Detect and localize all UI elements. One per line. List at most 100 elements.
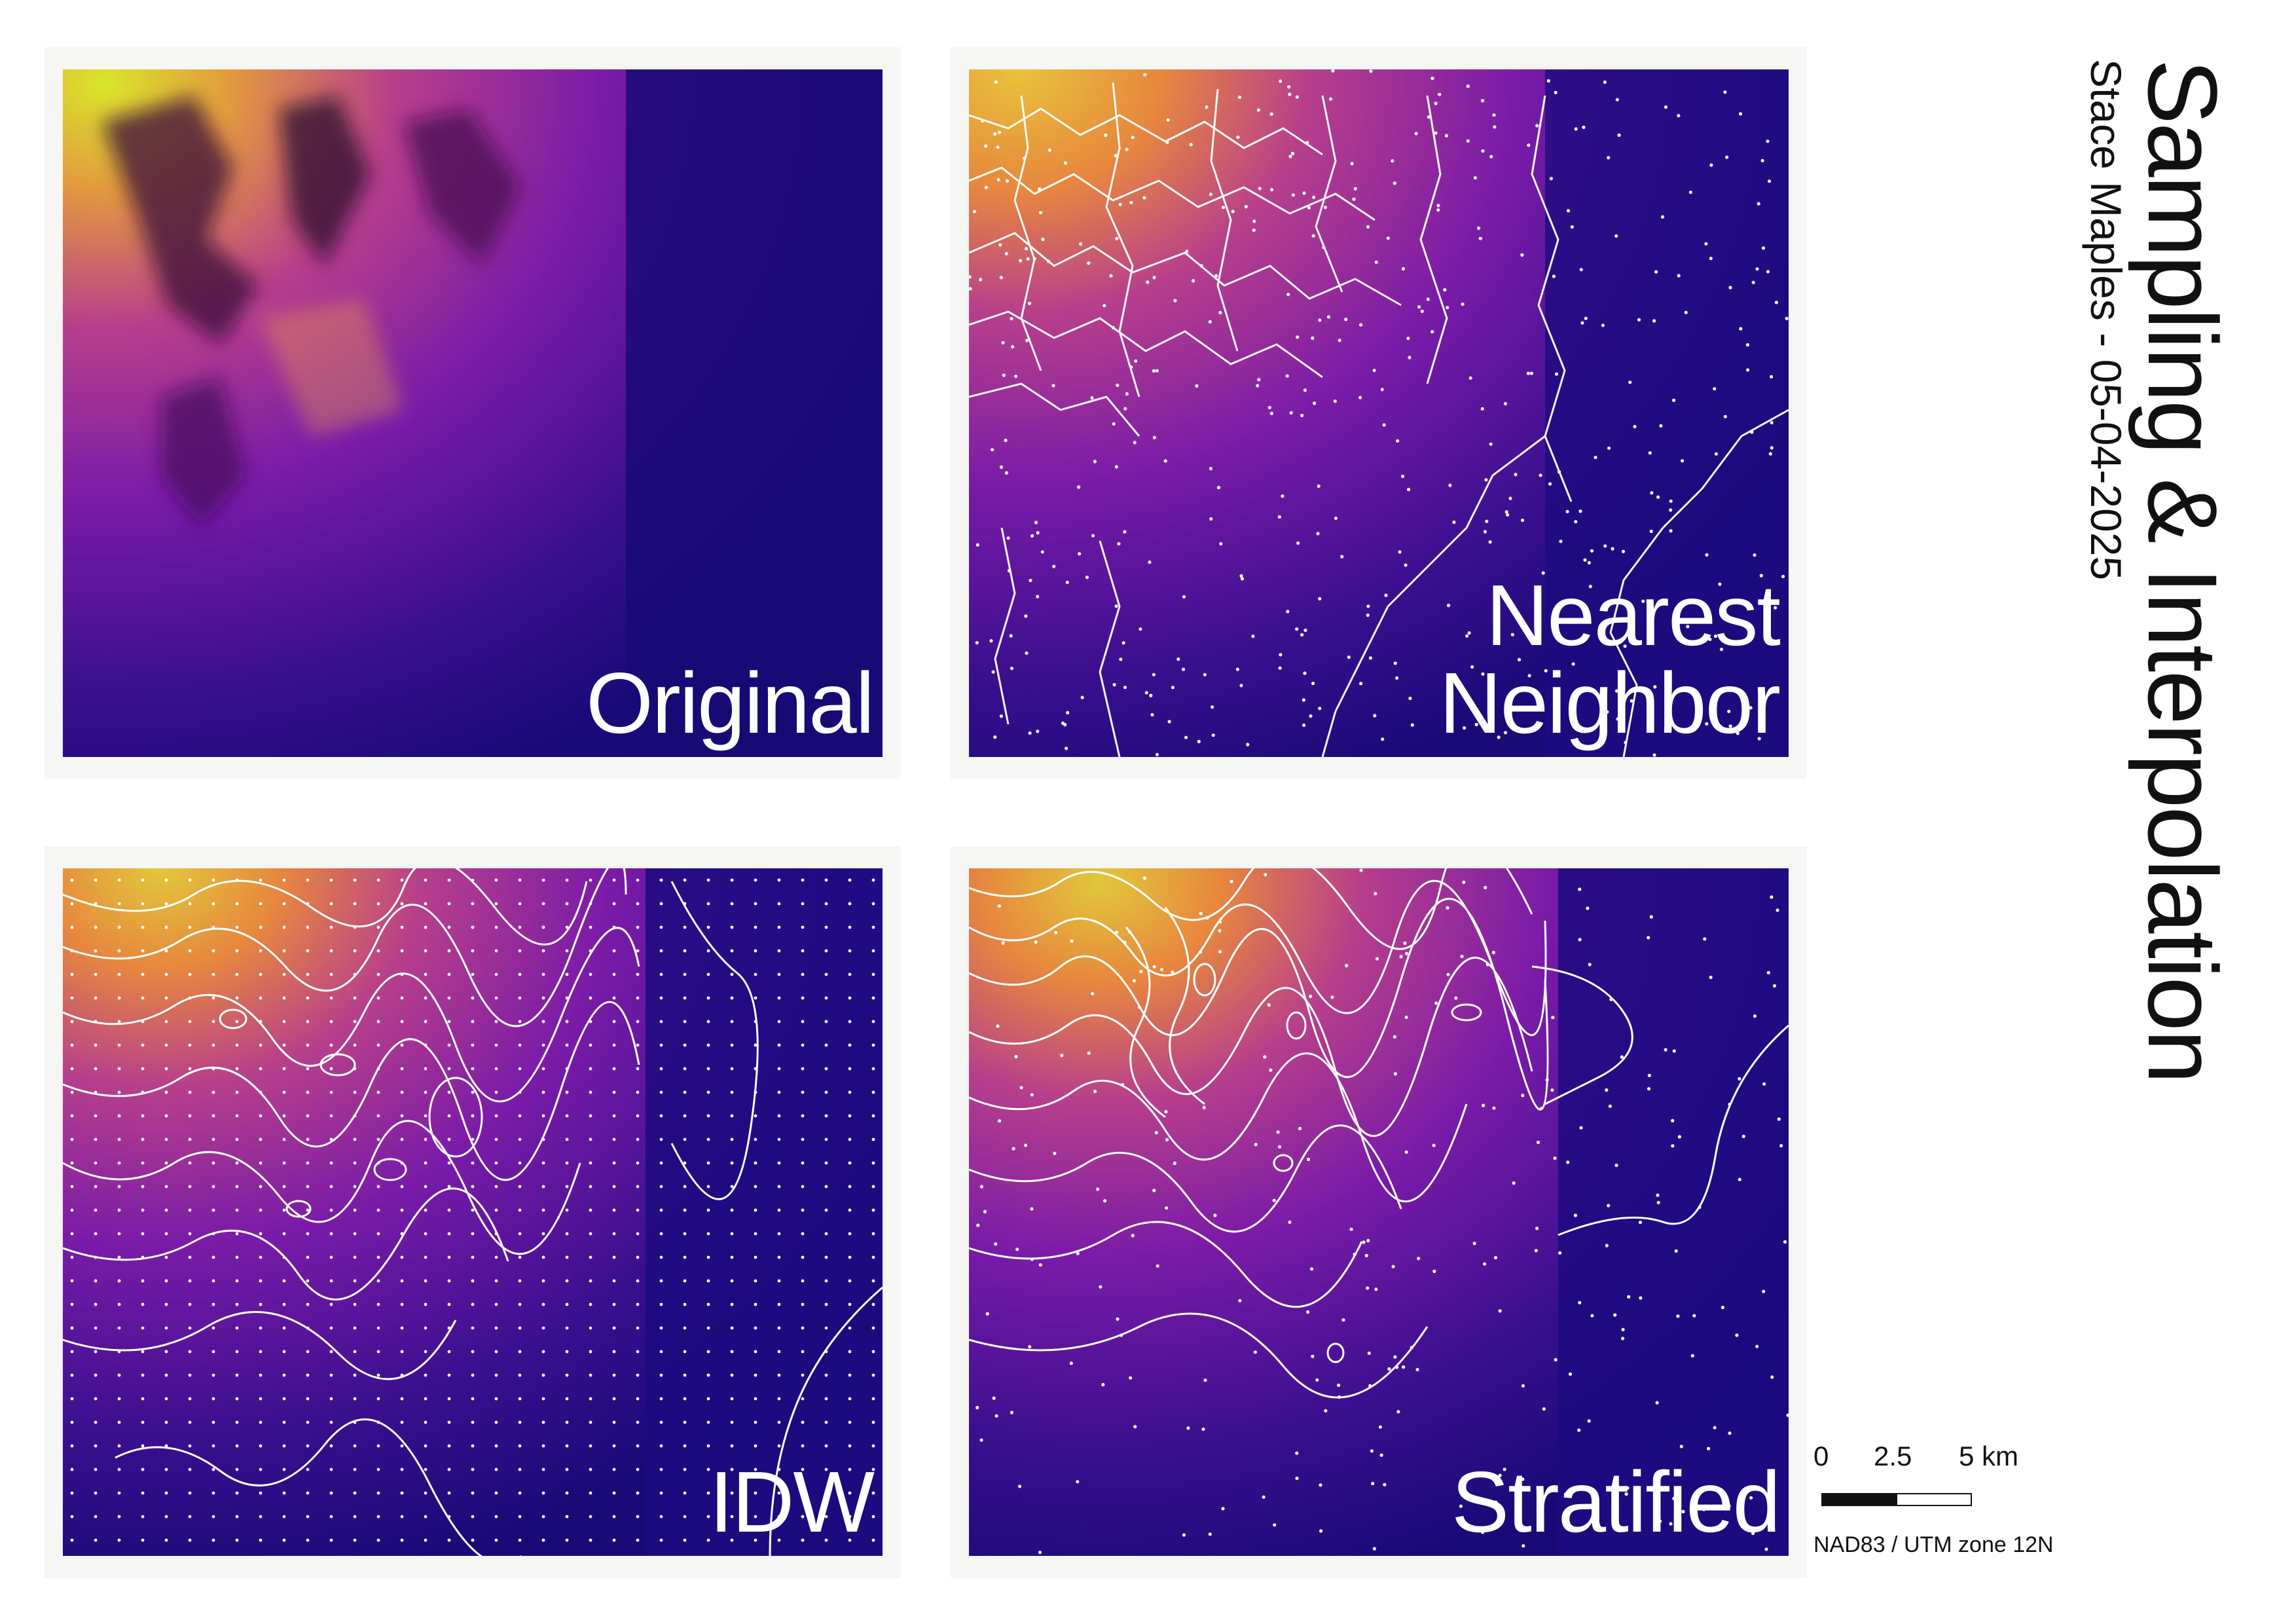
sample-point: [1672, 1049, 1676, 1053]
sample-point: [824, 1491, 828, 1495]
sample-point: [1779, 1144, 1783, 1148]
sample-point: [282, 996, 286, 1000]
sample-point: [1430, 77, 1434, 81]
sample-point: [518, 1067, 522, 1071]
sample-point: [659, 1444, 663, 1448]
sample-point: [1375, 957, 1379, 961]
sample-point: [1477, 226, 1481, 230]
sample-point: [1114, 154, 1118, 158]
sample-point: [329, 949, 333, 953]
sample-point: [1303, 628, 1307, 633]
sample-point: [801, 925, 805, 929]
sample-point: [612, 1232, 616, 1236]
sample-point: [494, 949, 498, 953]
sample-point: [1559, 540, 1563, 544]
sample-point: [1478, 236, 1482, 240]
sample-point: [117, 1279, 121, 1283]
sample-point: [801, 1208, 805, 1212]
sample-point: [259, 1538, 263, 1542]
sample-point: [1549, 177, 1553, 181]
sample-point: [1380, 388, 1384, 392]
sample-point: [1144, 691, 1148, 695]
sample-point: [1605, 710, 1609, 714]
sample-point: [1155, 752, 1159, 756]
sample-point: [188, 1491, 192, 1495]
sample-point: [589, 1420, 592, 1424]
sample-point: [1288, 1220, 1292, 1224]
sample-point: [589, 1302, 592, 1306]
sample-point: [1038, 1551, 1042, 1555]
sample-point: [94, 996, 98, 1000]
sample-point: [1303, 671, 1307, 675]
sample-point: [1192, 279, 1195, 283]
sample-point: [996, 145, 1000, 149]
sample-point: [1199, 912, 1203, 915]
sample-point: [1676, 1314, 1680, 1318]
sample-point: [1653, 685, 1657, 689]
sample-point: [683, 1114, 687, 1118]
sample-point: [1129, 200, 1133, 204]
sample-point: [777, 1255, 781, 1259]
sample-point: [636, 1515, 640, 1519]
sample-point: [871, 1090, 875, 1094]
sample-point: [188, 1420, 192, 1424]
sample-point: [1395, 676, 1399, 680]
sample-point: [730, 972, 734, 976]
sample-point: [1209, 517, 1213, 521]
sample-point: [376, 972, 380, 976]
sample-point: [306, 878, 310, 882]
sample-point: [424, 1420, 428, 1424]
sample-point: [1617, 133, 1621, 137]
sample-point: [235, 1279, 239, 1283]
sample-point: [494, 1185, 498, 1189]
sample-point: [1664, 1048, 1667, 1052]
sample-point: [1434, 131, 1438, 135]
sample-point: [471, 902, 475, 906]
sample-point: [235, 996, 239, 1000]
sample-point: [848, 1020, 852, 1024]
sample-point: [871, 1279, 875, 1283]
sample-point: [1066, 710, 1070, 714]
sample-point: [1352, 197, 1356, 201]
sample-point: [1586, 906, 1590, 910]
sample-point: [1319, 1529, 1323, 1533]
sample-point: [1286, 610, 1290, 614]
sample-point: [424, 1067, 428, 1071]
sample-point: [565, 878, 569, 882]
sample-point: [211, 1161, 215, 1165]
sample-point: [447, 1161, 451, 1165]
sample-point: [871, 1232, 875, 1236]
sample-point: [1116, 1317, 1120, 1321]
sample-point: [447, 1232, 451, 1236]
sample-point: [329, 996, 333, 1000]
sample-point: [1446, 906, 1449, 910]
sample-point: [1493, 125, 1497, 129]
sample-point: [1328, 97, 1333, 101]
sample-point: [306, 1137, 310, 1141]
sample-point: [1323, 206, 1327, 210]
sample-point: [848, 1137, 852, 1141]
sample-point: [1290, 151, 1295, 155]
sample-point: [1333, 399, 1337, 403]
sample-point: [117, 1090, 121, 1094]
sample-point: [306, 1255, 310, 1259]
sample-point: [1563, 1492, 1567, 1496]
sample-point: [353, 1090, 357, 1094]
sample-point: [730, 1067, 734, 1071]
sample-point: [871, 1043, 875, 1047]
sample-point: [1626, 1486, 1630, 1490]
sample-point: [985, 1312, 989, 1316]
sample-point: [659, 878, 663, 882]
sample-point: [1030, 534, 1034, 538]
sample-point: [976, 1223, 980, 1227]
sample-point: [801, 1279, 805, 1283]
sample-point: [1512, 1181, 1516, 1185]
sample-point: [612, 949, 616, 953]
sample-point: [424, 1161, 428, 1165]
sample-point: [282, 1043, 286, 1047]
sample-point: [1553, 1156, 1557, 1160]
sample-point: [235, 1420, 239, 1424]
sample-point: [211, 1114, 215, 1118]
sample-point: [1705, 722, 1709, 726]
sample-point: [777, 1090, 781, 1094]
